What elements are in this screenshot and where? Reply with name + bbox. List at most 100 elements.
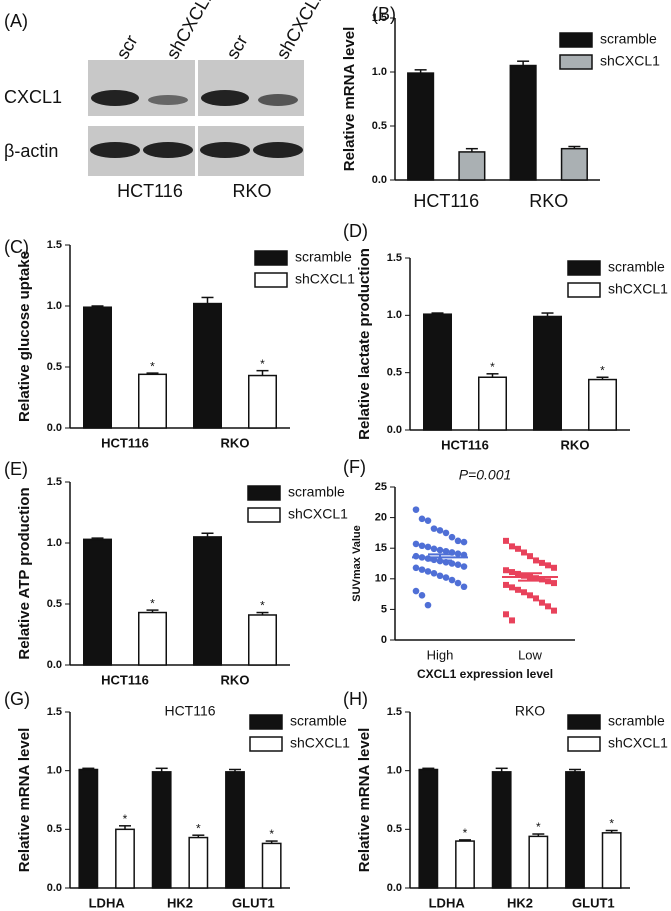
bar — [423, 313, 452, 431]
point — [545, 562, 551, 569]
legend-label: scramble — [608, 259, 665, 275]
x-tick-label: GLUT1 — [232, 895, 275, 910]
point — [448, 533, 456, 541]
panel-label: (D) — [343, 221, 368, 241]
row-label: β-actin — [4, 141, 58, 161]
point — [442, 529, 450, 537]
y-tick-label: 1.5 — [47, 476, 62, 488]
point — [545, 578, 551, 585]
point — [454, 537, 462, 545]
y-axis-label: Relative mRNA level — [341, 27, 358, 172]
blot — [198, 60, 304, 116]
y-axis-label: Relative ATP production — [16, 487, 33, 659]
bar — [455, 840, 475, 889]
point — [412, 506, 420, 513]
point — [418, 515, 426, 523]
bar — [151, 771, 172, 889]
significance: * — [123, 812, 128, 826]
panel-a: (A) scr shCXCL1 scr shCXCL1 CXCL1 β-acti… — [4, 0, 328, 201]
point — [454, 579, 462, 587]
bar — [83, 538, 112, 666]
bar — [188, 836, 209, 889]
point — [509, 617, 515, 624]
point — [539, 599, 545, 606]
point — [412, 587, 420, 595]
point — [424, 568, 432, 575]
significance: * — [600, 363, 605, 377]
y-tick-label: 0.0 — [387, 882, 402, 894]
point — [412, 552, 420, 560]
bar — [193, 536, 222, 666]
band — [143, 142, 193, 158]
legend-swatch — [254, 250, 288, 266]
blot — [88, 60, 195, 116]
panel-label: (G) — [4, 689, 30, 709]
legend-swatch — [567, 714, 601, 730]
x-tick-label: HCT116 — [101, 672, 149, 687]
significance: * — [150, 596, 155, 610]
band — [253, 142, 303, 158]
legend-label: scramble — [295, 249, 352, 265]
x-tick-label: GLUT1 — [572, 895, 615, 910]
y-axis-label: Relative mRNA level — [356, 728, 373, 873]
bar — [248, 614, 277, 666]
x-tick-label: Low — [518, 647, 542, 662]
y-tick-label: 0.5 — [372, 120, 387, 132]
bar — [83, 306, 112, 429]
band — [201, 90, 249, 106]
legend-label: scramble — [608, 713, 665, 729]
y-tick-label: 1.0 — [47, 765, 62, 777]
significance: * — [536, 820, 541, 834]
legend-label: shCXCL1 — [608, 735, 668, 751]
y-tick-label: 0.0 — [47, 422, 62, 434]
point — [503, 537, 509, 544]
panel-label: (B) — [372, 4, 396, 24]
y-tick-label: 1.5 — [47, 706, 62, 718]
point — [539, 559, 545, 566]
bar — [588, 378, 617, 431]
bar — [115, 828, 135, 889]
legend-swatch — [249, 714, 283, 730]
bar — [138, 611, 167, 666]
y-axis-label: Relative lactate production — [356, 248, 373, 440]
bar — [193, 302, 222, 429]
significance: * — [260, 357, 265, 371]
y-tick-label: 10 — [375, 573, 387, 585]
y-axis-label: Relative mRNA level — [16, 728, 33, 873]
y-tick-label: 0.0 — [372, 174, 387, 186]
legend-swatch — [567, 282, 601, 298]
bar — [418, 768, 439, 889]
lane-label: scr — [222, 32, 251, 63]
point — [539, 576, 545, 583]
y-tick-label: 20 — [375, 512, 387, 524]
legend-swatch — [247, 485, 281, 501]
legend-swatch — [559, 54, 593, 70]
bar — [248, 374, 277, 429]
x-tick-label: HCT116 — [441, 437, 489, 452]
legend-label: shCXCL1 — [600, 53, 660, 69]
band — [258, 94, 298, 106]
x-tick-label: RKO — [529, 191, 568, 211]
significance: * — [196, 821, 201, 835]
point — [418, 592, 426, 599]
x-tick-label: RKO — [221, 435, 250, 450]
y-tick-label: 0 — [381, 634, 387, 646]
point — [509, 543, 515, 550]
panel-label: (F) — [343, 457, 366, 477]
bar — [458, 151, 486, 181]
point — [515, 545, 521, 552]
point — [460, 583, 468, 591]
point — [503, 567, 509, 574]
point — [521, 549, 527, 556]
y-tick-label: 1.5 — [47, 239, 62, 251]
point — [424, 601, 432, 609]
significance: * — [150, 359, 155, 373]
point — [418, 542, 426, 550]
x-tick-label: LDHA — [89, 895, 126, 910]
legend-label: scramble — [290, 713, 347, 729]
chart-title: RKO — [515, 703, 545, 719]
point — [442, 574, 450, 581]
point — [412, 564, 420, 572]
x-axis-label: CXCL1 expression level — [417, 667, 553, 681]
